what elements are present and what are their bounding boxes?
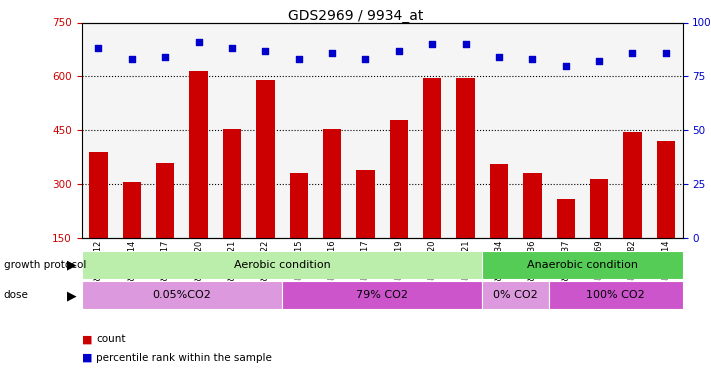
Text: 79% CO2: 79% CO2	[356, 290, 408, 300]
Bar	[482, 251, 683, 279]
Bar	[590, 179, 609, 238]
Text: 0% CO2: 0% CO2	[493, 290, 538, 300]
Text: ■: ■	[82, 353, 92, 363]
Point	[493, 54, 505, 60]
Bar	[223, 129, 241, 238]
Bar	[549, 281, 683, 309]
Text: ▶: ▶	[67, 289, 77, 302]
Bar	[657, 141, 675, 238]
Bar	[482, 281, 549, 309]
Bar	[189, 71, 208, 238]
Point	[627, 50, 638, 56]
Point	[427, 41, 438, 47]
Bar	[256, 80, 274, 238]
Point	[260, 48, 271, 54]
Point	[527, 56, 538, 62]
Point	[193, 39, 204, 45]
Point	[360, 56, 371, 62]
Text: count: count	[96, 334, 125, 344]
Point	[159, 54, 171, 60]
Text: 100% CO2: 100% CO2	[587, 290, 645, 300]
Point	[293, 56, 304, 62]
Text: ■: ■	[82, 334, 92, 344]
Bar	[456, 78, 475, 238]
Text: dose: dose	[4, 291, 28, 300]
Bar	[423, 78, 442, 238]
Point	[661, 50, 672, 56]
Bar	[523, 173, 542, 238]
Bar	[490, 165, 508, 238]
Text: percentile rank within the sample: percentile rank within the sample	[96, 353, 272, 363]
Bar	[624, 132, 641, 238]
Text: ▶: ▶	[67, 259, 77, 272]
Bar	[282, 281, 482, 309]
Point	[560, 63, 572, 69]
Text: Aerobic condition: Aerobic condition	[234, 260, 331, 270]
Point	[126, 56, 137, 62]
Bar	[557, 199, 575, 238]
Point	[393, 48, 405, 54]
Point	[92, 45, 104, 51]
Bar	[82, 281, 282, 309]
Text: Anaerobic condition: Anaerobic condition	[527, 260, 638, 270]
Bar	[90, 152, 107, 238]
Text: growth protocol: growth protocol	[4, 260, 86, 270]
Bar	[356, 170, 375, 238]
Bar	[390, 120, 408, 238]
Bar	[123, 182, 141, 238]
Bar	[323, 129, 341, 238]
Point	[594, 58, 605, 64]
Point	[326, 50, 338, 56]
Bar	[289, 173, 308, 238]
Text: 0.05%CO2: 0.05%CO2	[152, 290, 211, 300]
Point	[226, 45, 237, 51]
Point	[460, 41, 471, 47]
Text: GDS2969 / 9934_at: GDS2969 / 9934_at	[288, 9, 423, 23]
Bar	[82, 251, 482, 279]
Bar	[156, 163, 174, 238]
